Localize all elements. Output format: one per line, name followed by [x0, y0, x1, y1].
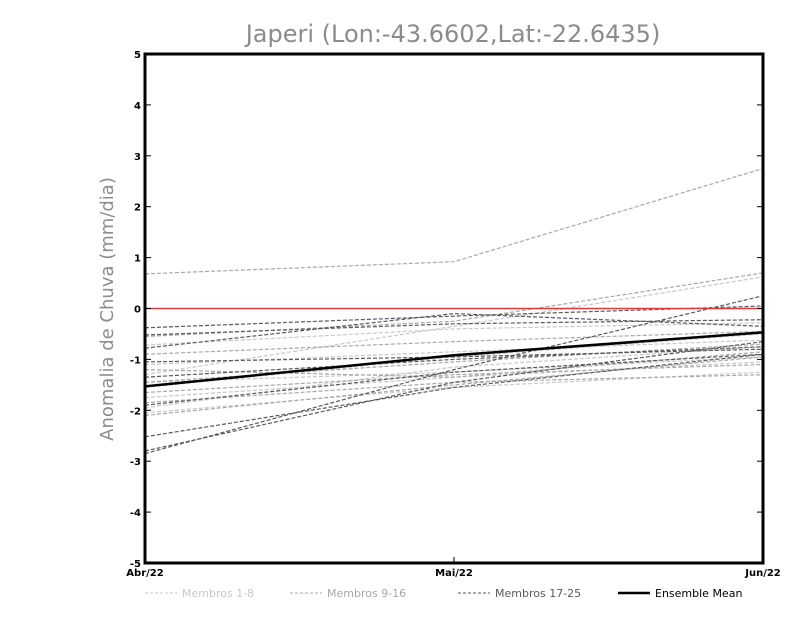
y-tick-label: -5 [130, 559, 141, 570]
series-2-member-line-7 [144, 330, 764, 355]
y-tick-label: 0 [134, 305, 141, 316]
y-tick-label: -3 [130, 457, 141, 468]
series-1-member-line-6 [144, 276, 764, 376]
y-tick-label: 2 [134, 203, 141, 214]
legend-label-2: Membros 9-16 [327, 587, 406, 600]
y-tick-label: 4 [134, 101, 141, 112]
y-tick-label: 3 [134, 152, 141, 163]
series-2-member-line-8 [144, 363, 764, 394]
legend: Membros 1-8 Membros 9-16 Membros 17-25 Ense… [145, 587, 742, 600]
ensemble-mean-layer [144, 331, 764, 388]
y-tick-label: 5 [134, 50, 141, 61]
x-ticks: Abr/22 Mai/22 Jun/22 [126, 557, 781, 579]
series-3-member-line-9 [144, 346, 764, 378]
series-3-member-line-7 [144, 312, 764, 349]
y-tick-label: -2 [130, 406, 141, 417]
series-3-member-line-8 [144, 353, 764, 406]
y-tick-label: -1 [130, 355, 141, 366]
legend-label-1: Membros 1-8 [182, 587, 254, 600]
y-tick-label: 1 [134, 254, 141, 265]
legend-label-3: Membros 17-25 [495, 587, 581, 600]
chart-title: Japeri (Lon:-43.6602,Lat:-22.6435) [244, 20, 661, 48]
x-tick-label: Mai/22 [435, 568, 473, 579]
series-3-member-line-1 [144, 305, 764, 329]
series-3-member-line-4 [144, 295, 764, 455]
series-1-member-line-7 [144, 371, 764, 414]
series-3-member-line-2 [144, 319, 764, 336]
x-tick-label: Jun/22 [744, 568, 781, 579]
legend-label-4: Ensemble Mean [655, 587, 742, 600]
y-axis-label: Anomalia de Chuva (mm/dia) [97, 177, 118, 441]
series-2-member-line-1 [144, 167, 764, 275]
x-tick-label: Abr/22 [126, 568, 163, 579]
series-3-member-line-6 [144, 341, 764, 452]
series-2-member-line-3 [144, 351, 764, 378]
series-2-member-line-2 [144, 272, 764, 338]
series-3-member-line-3 [144, 348, 764, 363]
y-tick-label: -4 [130, 508, 141, 519]
series-lines [144, 167, 764, 455]
ensemble-mean-line [144, 331, 764, 388]
series-1-member-line-1 [144, 322, 764, 346]
y-ticks: 5 4 3 2 1 0 -1 -2 -3 -4 -5 [130, 50, 763, 570]
series-3-member-line-5 [144, 353, 764, 438]
series-1-member-line-3 [144, 356, 764, 383]
series-2-member-line-4 [144, 374, 764, 404]
series-2-member-line-5 [144, 356, 764, 416]
